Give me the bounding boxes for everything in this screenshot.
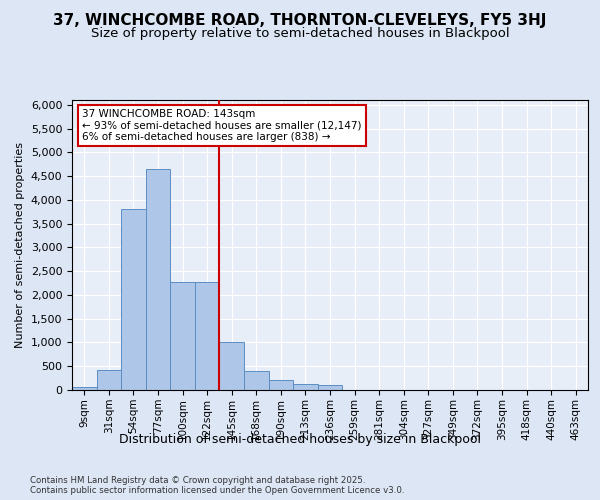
Bar (269, 380, 293, 390)
Text: 37, WINCHCOMBE ROAD, THORNTON-CLEVELEYS, FY5 3HJ: 37, WINCHCOMBE ROAD, THORNTON-CLEVELEYS,… (53, 12, 547, 28)
Text: Contains HM Land Registry data © Crown copyright and database right 2025.
Contai: Contains HM Land Registry data © Crown c… (30, 476, 404, 495)
Y-axis label: Number of semi-detached properties: Number of semi-detached properties (15, 142, 25, 348)
Bar (170, 282, 195, 390)
Bar (293, 384, 318, 390)
Bar (121, 210, 146, 390)
Bar (72, 388, 97, 390)
Bar (244, 372, 269, 390)
Bar (318, 385, 342, 390)
Text: Distribution of semi-detached houses by size in Blackpool: Distribution of semi-detached houses by … (119, 432, 481, 446)
Bar (146, 169, 170, 390)
Bar (97, 370, 121, 390)
Bar (220, 342, 244, 390)
Text: 37 WINCHCOMBE ROAD: 143sqm
← 93% of semi-detached houses are smaller (12,147)
6%: 37 WINCHCOMBE ROAD: 143sqm ← 93% of semi… (82, 108, 362, 142)
Bar (195, 282, 220, 390)
Text: Size of property relative to semi-detached houses in Blackpool: Size of property relative to semi-detach… (91, 28, 509, 40)
